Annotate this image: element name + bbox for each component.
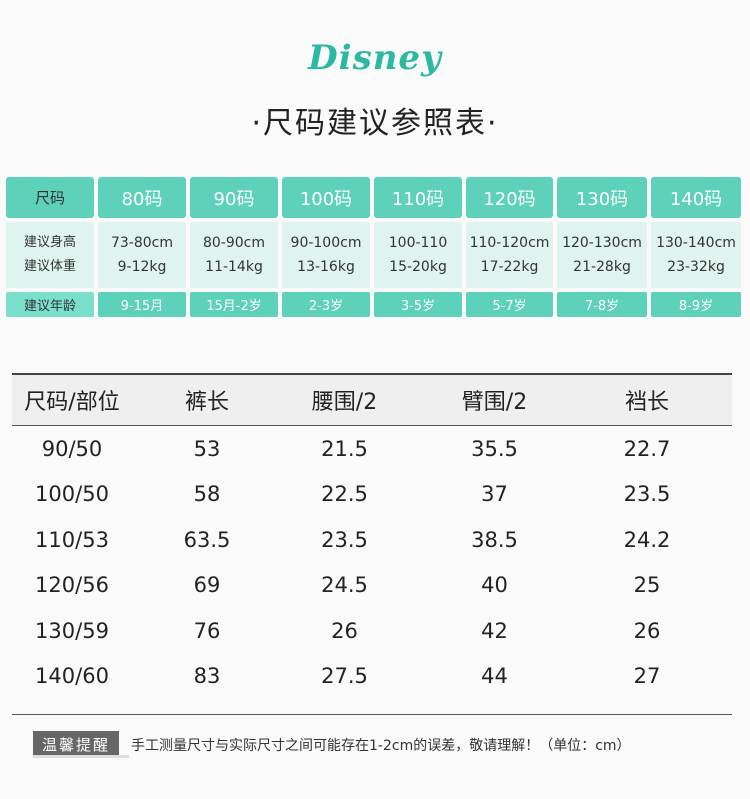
table-row: 130/59 76 26 42 26 bbox=[12, 608, 732, 654]
table-header-cell: 裆长 bbox=[624, 390, 669, 415]
weight-value: 23-32kg bbox=[667, 259, 725, 275]
size-header-row: 尺码 80码 90码 100码 110码 120码 130码 140码 bbox=[6, 177, 746, 218]
table-cell: 35.5 bbox=[471, 436, 518, 461]
note-badge: 温馨提醒 bbox=[33, 731, 120, 758]
table-cell: 140/60 bbox=[35, 664, 109, 689]
table-row: 90/50 53 21.5 35.5 22.7 bbox=[12, 426, 732, 472]
age-cell: 2-3岁 bbox=[282, 292, 370, 317]
age-cell: 7-8岁 bbox=[557, 292, 647, 317]
table-header-cell: 腰围/2 bbox=[311, 390, 378, 415]
table-cell: 69 bbox=[193, 573, 221, 598]
weight-value: 11-14kg bbox=[205, 259, 263, 275]
weight-value: 15-20kg bbox=[389, 259, 447, 275]
table-cell: 100/50 bbox=[35, 482, 109, 507]
height-value: 110-120cm bbox=[469, 235, 550, 251]
height-weight-cell: 90-100cm 13-16kg bbox=[282, 222, 370, 288]
size-cell: 110码 bbox=[374, 177, 462, 218]
age-cell: 15月-2岁 bbox=[190, 292, 278, 317]
table-cell: 42 bbox=[481, 618, 508, 643]
height-weight-cell: 110-120cm 17-22kg bbox=[466, 222, 553, 288]
weight-value: 17-22kg bbox=[480, 259, 539, 275]
height-value: 80-90cm bbox=[202, 235, 265, 251]
height-weight-label: 建议身高 建议体重 bbox=[6, 222, 94, 288]
table-cell: 27 bbox=[633, 664, 661, 689]
table-row: 110/53 63.5 23.5 38.5 24.2 bbox=[12, 517, 732, 563]
table-cell: 25 bbox=[633, 573, 661, 598]
table-row: 140/60 83 27.5 44 27 bbox=[12, 654, 732, 700]
height-value: 130-140cm bbox=[656, 235, 736, 251]
table-bottom-divider bbox=[12, 714, 732, 715]
height-label: 建议身高 bbox=[23, 235, 76, 250]
size-cell: 100码 bbox=[282, 177, 370, 218]
measurement-table: 尺码/部位 裤长 腰围/2 臂围/2 裆长 90/50 53 21.5 35.5… bbox=[12, 373, 732, 699]
table-cell: 90/50 bbox=[41, 436, 103, 461]
age-label: 建议年龄 bbox=[6, 292, 94, 317]
table-cell: 130/59 bbox=[35, 618, 109, 643]
table-cell: 23.5 bbox=[623, 482, 671, 507]
table-cell: 83 bbox=[193, 664, 221, 689]
size-cell: 90码 bbox=[190, 177, 278, 218]
age-cell: 3-5岁 bbox=[374, 292, 462, 317]
table-header-row: 尺码/部位 裤长 腰围/2 臂围/2 裆长 bbox=[12, 373, 732, 426]
table-cell: 26 bbox=[633, 618, 661, 643]
table-body: 90/50 53 21.5 35.5 22.7 100/50 58 22.5 3… bbox=[12, 426, 732, 699]
table-cell: 22.5 bbox=[321, 482, 368, 507]
page-title: ·尺码建议参照表· bbox=[251, 106, 499, 141]
weight-value: 9-12kg bbox=[117, 259, 167, 275]
table-cell: 24.5 bbox=[321, 573, 368, 598]
table-header-cell: 尺码/部位 bbox=[24, 390, 120, 415]
table-cell: 53 bbox=[193, 436, 221, 461]
age-cell: 5-7岁 bbox=[466, 292, 553, 317]
height-weight-row: 建议身高 建议体重 73-80cm 9-12kg 80-90cm 11-14kg 9… bbox=[6, 222, 746, 288]
table-cell: 23.5 bbox=[321, 527, 368, 552]
size-recommendation-chart: 尺码 80码 90码 100码 110码 120码 130码 140码 建议身高… bbox=[6, 177, 746, 321]
age-row: 建议年龄 9-15月 15月-2岁 2-3岁 3-5岁 5-7岁 7-8岁 8-… bbox=[6, 292, 746, 317]
height-weight-cell: 73-80cm 9-12kg bbox=[98, 222, 186, 288]
table-cell: 40 bbox=[481, 573, 508, 598]
age-cell: 9-15月 bbox=[98, 292, 186, 317]
weight-value: 21-28kg bbox=[573, 259, 631, 275]
table-cell: 27.5 bbox=[321, 664, 368, 689]
table-cell: 44 bbox=[481, 664, 508, 689]
table-cell: 58 bbox=[193, 482, 221, 507]
table-cell: 24.2 bbox=[623, 527, 671, 552]
size-cell: 130码 bbox=[557, 177, 647, 218]
weight-value: 13-16kg bbox=[297, 259, 355, 275]
size-cell: 80码 bbox=[98, 177, 186, 218]
note-underline bbox=[33, 755, 129, 758]
table-cell: 38.5 bbox=[471, 527, 518, 552]
weight-label: 建议体重 bbox=[23, 259, 76, 274]
brand-logo: Disney bbox=[308, 38, 442, 78]
table-cell: 26 bbox=[331, 618, 358, 643]
table-cell: 110/53 bbox=[35, 527, 109, 552]
table-cell: 63.5 bbox=[183, 527, 231, 552]
table-cell: 76 bbox=[193, 618, 221, 643]
table-header-cell: 臂围/2 bbox=[461, 390, 528, 415]
height-weight-cell: 80-90cm 11-14kg bbox=[190, 222, 278, 288]
height-value: 120-130cm bbox=[562, 235, 642, 251]
table-cell: 37 bbox=[481, 482, 508, 507]
height-value: 90-100cm bbox=[290, 235, 362, 251]
table-header-cell: 裤长 bbox=[184, 390, 229, 415]
table-cell: 22.7 bbox=[623, 436, 671, 461]
size-header-label: 尺码 bbox=[6, 177, 94, 218]
age-cell: 8-9岁 bbox=[651, 292, 741, 317]
note-text: 手工测量尺寸与实际尺寸之间可能存在1-2cm的误差，敬请理解！（单位：cm） bbox=[131, 737, 631, 754]
table-cell: 21.5 bbox=[321, 436, 368, 461]
height-weight-cell: 130-140cm 23-32kg bbox=[651, 222, 741, 288]
height-value: 100-110 bbox=[388, 235, 448, 251]
table-row: 100/50 58 22.5 37 23.5 bbox=[12, 472, 732, 518]
table-row: 120/56 69 24.5 40 25 bbox=[12, 563, 732, 609]
size-cell: 140码 bbox=[651, 177, 741, 218]
table-cell: 120/56 bbox=[35, 573, 109, 598]
size-cell: 120码 bbox=[466, 177, 553, 218]
height-weight-cell: 120-130cm 21-28kg bbox=[557, 222, 647, 288]
note: 温馨提醒 手工测量尺寸与实际尺寸之间可能存在1-2cm的误差，敬请理解！（单位：… bbox=[33, 731, 631, 758]
height-weight-cell: 100-110 15-20kg bbox=[374, 222, 462, 288]
height-value: 73-80cm bbox=[110, 235, 173, 251]
